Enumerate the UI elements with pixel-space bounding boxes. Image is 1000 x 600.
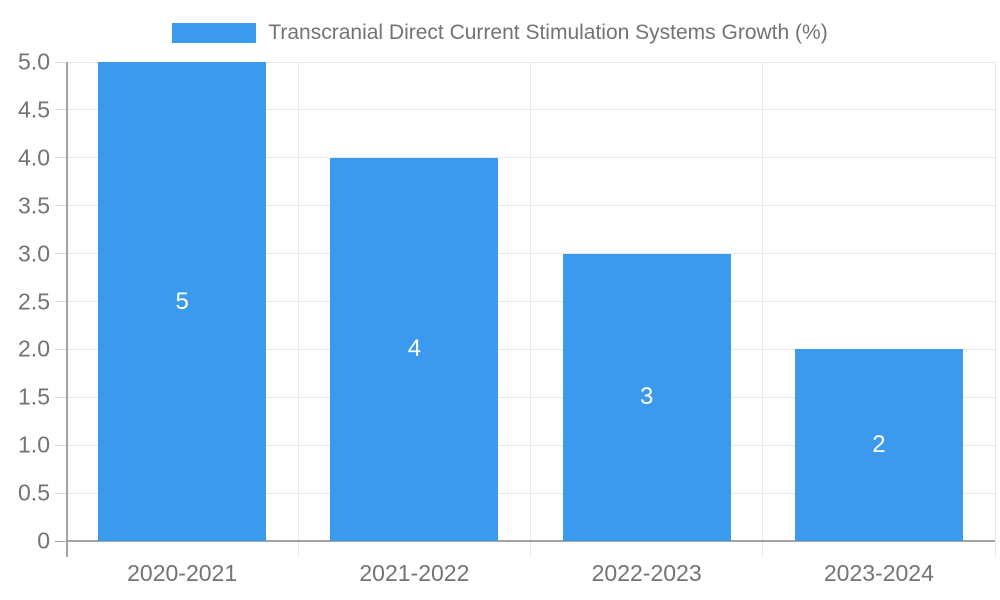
legend-label: Transcranial Direct Current Stimulation … — [268, 21, 828, 44]
x-boundary-gridline — [762, 62, 764, 557]
y-axis-tick-label: 2.0 — [18, 335, 50, 362]
y-axis-tick-label: 0 — [37, 527, 50, 554]
y-axis-tick — [55, 61, 66, 63]
bar-value-label: 5 — [175, 287, 189, 315]
x-axis-tick-label: 2021-2022 — [359, 560, 470, 586]
bar-value-label: 4 — [407, 335, 422, 363]
y-axis-tick-label: 4.0 — [18, 144, 50, 171]
y-axis-tick-label: 1.5 — [18, 383, 50, 410]
y-axis-tick — [55, 540, 66, 542]
y-axis-tick — [55, 109, 66, 111]
y-axis-tick — [55, 444, 66, 446]
bar-value-label: 2 — [872, 431, 886, 459]
y-axis-tick-label: 2.5 — [18, 288, 50, 314]
x-axis-tick-label: 2020-2021 — [127, 560, 238, 586]
x-axis-line — [66, 540, 995, 542]
y-axis-tick-label: 0.5 — [18, 479, 50, 506]
x-boundary-gridline — [994, 62, 996, 557]
y-axis-tick-label: 4.5 — [18, 96, 50, 123]
y-axis-line — [65, 62, 68, 557]
bar-value-label: 3 — [639, 383, 654, 411]
y-axis-tick — [55, 348, 66, 350]
y-axis-tick — [55, 492, 66, 494]
legend-swatch — [172, 23, 257, 43]
bar[interactable] — [562, 253, 731, 541]
bar[interactable] — [98, 62, 267, 541]
x-axis-tick-label: 2022-2023 — [591, 560, 702, 586]
y-axis-tick — [55, 157, 66, 159]
x-axis-tick-label: 2023-2024 — [823, 560, 934, 586]
y-axis-tick-label: 3.5 — [18, 192, 50, 219]
x-boundary-gridline — [530, 62, 531, 557]
bar[interactable] — [330, 157, 499, 541]
x-boundary-gridline — [297, 62, 299, 557]
bar[interactable] — [794, 349, 963, 541]
y-axis-tick — [55, 301, 66, 302]
y-axis-tick — [55, 396, 66, 398]
y-axis-tick-label: 1.0 — [18, 431, 50, 458]
y-axis-tick — [55, 205, 66, 207]
y-axis-tick-label: 5.0 — [18, 48, 50, 75]
chart-legend[interactable]: Transcranial Direct Current Stimulation … — [0, 14, 1000, 52]
y-axis-tick — [55, 253, 66, 255]
y-axis-tick-label: 3.0 — [18, 240, 50, 267]
